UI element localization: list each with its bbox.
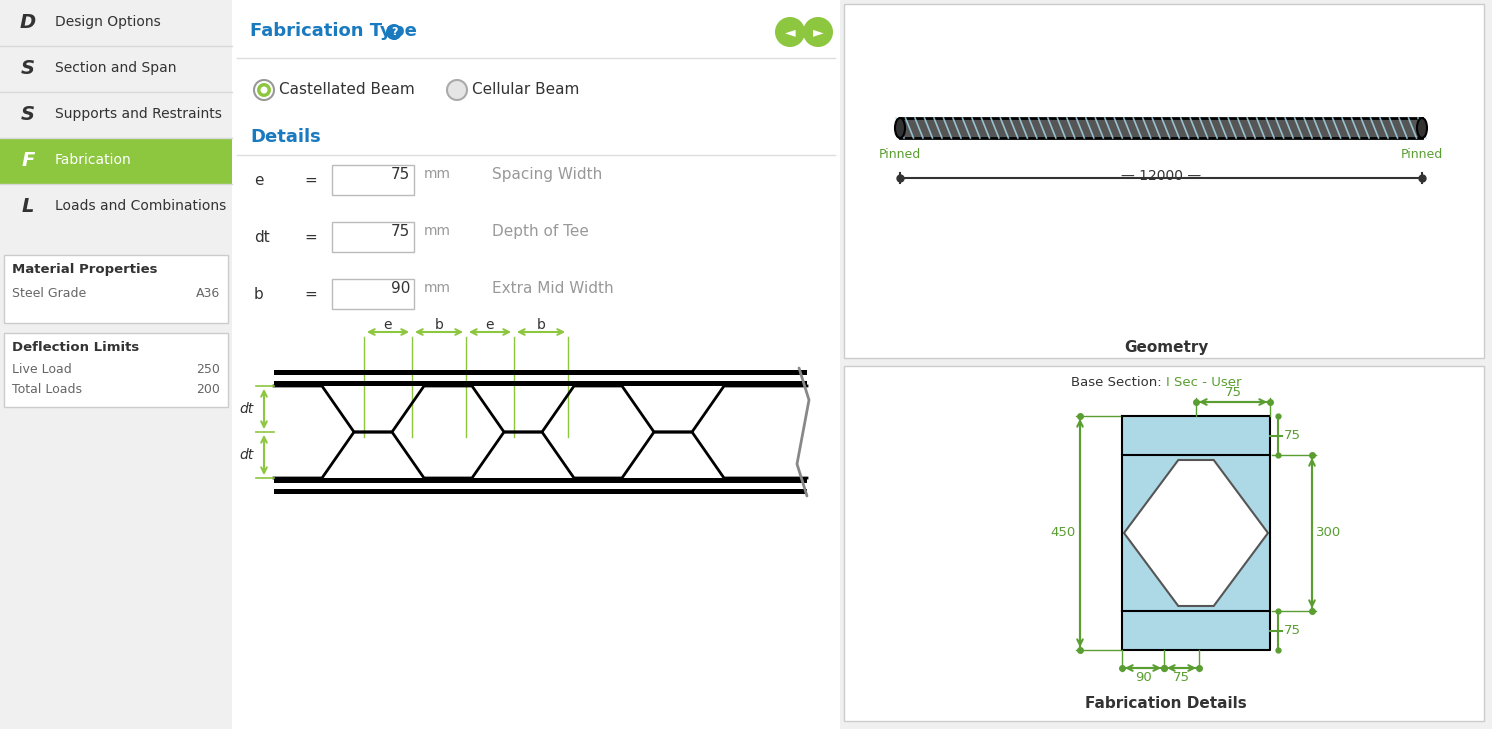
Text: Geometry: Geometry [1123, 340, 1209, 355]
Text: Spacing Width: Spacing Width [492, 167, 603, 182]
Text: 75: 75 [1173, 671, 1191, 684]
Bar [900, 118, 1422, 138]
Bar [844, 366, 1485, 721]
Ellipse shape [895, 118, 906, 138]
Bar [0, 0, 231, 46]
Text: Loads and Combinations: Loads and Combinations [55, 199, 227, 213]
Text: 75: 75 [1225, 386, 1241, 399]
Text: =: = [304, 173, 316, 187]
Text: ?: ? [391, 27, 397, 37]
Text: D: D [19, 12, 36, 31]
Bar [4, 255, 228, 323]
Text: e: e [486, 318, 494, 332]
Text: Fabrication Details: Fabrication Details [1085, 696, 1247, 711]
Circle shape [254, 80, 275, 100]
Text: Design Options: Design Options [55, 15, 161, 29]
Bar [1122, 416, 1270, 650]
Ellipse shape [1417, 118, 1426, 138]
Text: Extra Mid Width: Extra Mid Width [492, 281, 613, 296]
Bar [275, 489, 807, 494]
Bar [275, 381, 807, 386]
Bar [333, 165, 413, 195]
Bar [333, 279, 413, 309]
Text: Material Properties: Material Properties [12, 263, 158, 276]
Text: dt: dt [254, 230, 270, 244]
Text: Cellular Beam: Cellular Beam [471, 82, 579, 97]
Text: =: = [304, 230, 316, 244]
Bar [0, 0, 231, 729]
Bar [4, 333, 228, 407]
Text: dt: dt [240, 448, 254, 462]
Text: b: b [254, 286, 264, 302]
Text: S: S [21, 58, 34, 77]
Text: Deflection Limits: Deflection Limits [12, 341, 139, 354]
Bar [0, 92, 231, 138]
Text: A36: A36 [195, 287, 219, 300]
Text: Supports and Restraints: Supports and Restraints [55, 107, 222, 121]
Bar [231, 0, 840, 729]
Circle shape [803, 17, 833, 47]
Polygon shape [1123, 460, 1268, 606]
Bar [0, 138, 231, 184]
Text: Pinned: Pinned [879, 148, 921, 161]
Text: Total Loads: Total Loads [12, 383, 82, 396]
Text: b: b [537, 318, 546, 332]
Text: 75: 75 [1285, 429, 1301, 442]
Bar [0, 46, 231, 92]
Text: ►: ► [813, 25, 824, 39]
Text: Section and Span: Section and Span [55, 61, 176, 75]
Text: 75: 75 [391, 167, 410, 182]
Text: dt: dt [240, 402, 254, 416]
Text: Details: Details [251, 128, 321, 146]
Circle shape [261, 87, 267, 93]
Text: 75: 75 [391, 224, 410, 239]
Text: — 12000 —: — 12000 — [1120, 169, 1201, 183]
Text: mm: mm [424, 281, 451, 295]
Text: 75: 75 [1285, 624, 1301, 637]
Text: e: e [254, 173, 264, 187]
Text: I Sec - User: I Sec - User [1167, 376, 1241, 389]
Text: mm: mm [424, 167, 451, 181]
Bar [844, 4, 1485, 358]
Circle shape [257, 83, 272, 97]
Bar [0, 184, 231, 230]
Text: 450: 450 [1050, 526, 1076, 539]
Text: =: = [304, 286, 316, 302]
Text: Base Section:: Base Section: [1071, 376, 1167, 389]
Text: 90: 90 [1134, 671, 1152, 684]
Circle shape [448, 80, 467, 100]
Bar [275, 370, 807, 375]
Text: mm: mm [424, 224, 451, 238]
Text: Castellated Beam: Castellated Beam [279, 82, 415, 97]
Text: e: e [383, 318, 392, 332]
Text: 250: 250 [195, 363, 219, 376]
Text: b: b [434, 318, 443, 332]
Text: Live Load: Live Load [12, 363, 72, 376]
Text: S: S [21, 104, 34, 123]
Text: Depth of Tee: Depth of Tee [492, 224, 589, 239]
Circle shape [774, 17, 806, 47]
Text: Fabrication Type: Fabrication Type [251, 22, 416, 40]
Text: 90: 90 [391, 281, 410, 296]
Text: 300: 300 [1316, 526, 1341, 539]
Circle shape [386, 24, 401, 40]
Text: Pinned: Pinned [1401, 148, 1443, 161]
Text: 200: 200 [195, 383, 219, 396]
Text: ◄: ◄ [785, 25, 795, 39]
Text: Steel Grade: Steel Grade [12, 287, 87, 300]
Text: L: L [22, 197, 34, 216]
Bar [333, 222, 413, 252]
Bar [275, 478, 807, 483]
Text: F: F [21, 150, 34, 170]
Text: Fabrication: Fabrication [55, 153, 131, 167]
